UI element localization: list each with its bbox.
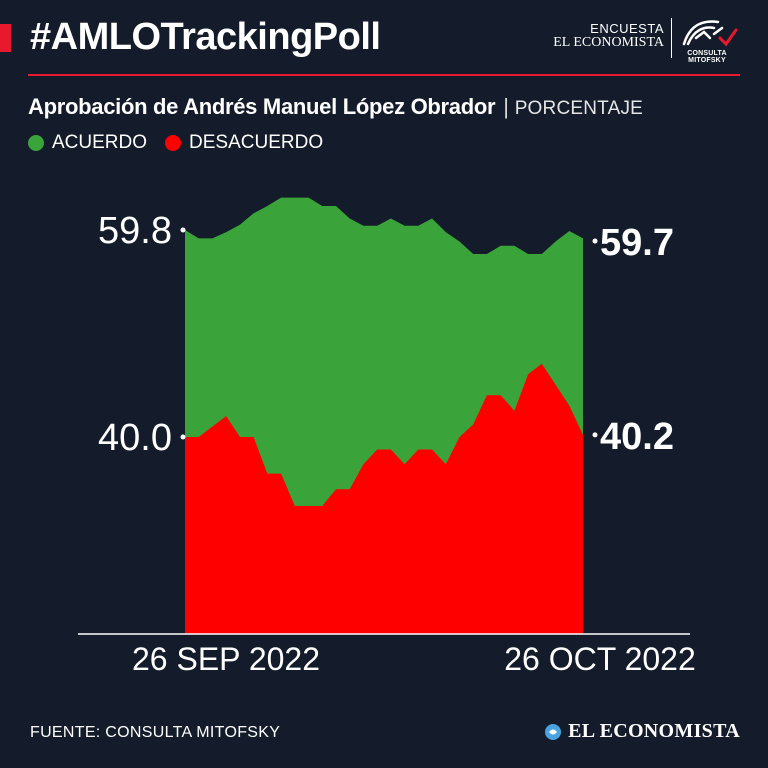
legend-dot-desacuerdo [165, 135, 182, 151]
end-label-acuerdo: 59.7 [600, 222, 674, 264]
brand-divider [671, 18, 672, 58]
brand-line1: ENCUESTA [590, 21, 664, 36]
footer-brand-name: EL ECONOMISTA [568, 720, 740, 742]
legend-label-acuerdo: ACUERDO [52, 132, 148, 153]
y-tick-label-40-0: 40.0 [98, 417, 172, 459]
legend-label-desacuerdo: DESACUERDO [189, 132, 324, 153]
x-label-start: 26 SEP 2022 [132, 641, 320, 677]
start-point-acuerdo [180, 227, 186, 233]
footer-source: FUENTE: CONSULTA MITOFSKY [30, 724, 281, 741]
y-tick-label-59-8: 59.8 [98, 210, 172, 252]
legend-item-desacuerdo: DESACUERDO [165, 132, 323, 154]
chart-unit: PORCENTAJE [514, 98, 644, 119]
header-brand: ENCUESTA EL ECONOMISTA CONSULTA MITOFSKY [540, 12, 740, 64]
x-label-end: 26 OCT 2022 [504, 641, 696, 677]
end-point-desacuerdo [592, 432, 598, 438]
accent-bar [0, 24, 11, 52]
brand-text: ENCUESTA EL ECONOMISTA [553, 22, 664, 50]
header-rule [28, 74, 740, 76]
start-point-desacuerdo [180, 434, 186, 440]
area-desacuerdo [185, 363, 583, 634]
legend-item-acuerdo: ACUERDO [28, 132, 147, 154]
legend-dot-acuerdo [28, 135, 44, 151]
end-point-acuerdo [592, 238, 598, 244]
chart-subtitle: Aprobación de Andrés Manuel López Obrado… [28, 94, 643, 120]
end-label-desacuerdo: 40.2 [600, 416, 674, 458]
chart-title: Aprobación de Andrés Manuel López Obrado… [28, 94, 496, 119]
mitofsky-label: CONSULTA MITOFSKY [687, 50, 727, 64]
consulta-mitofsky-logo-icon [682, 20, 738, 47]
title-separator: | [503, 94, 509, 119]
el-economista-logo-icon [545, 723, 562, 740]
page-title: #AMLOTrackingPoll [30, 16, 381, 58]
brand-line2: EL ECONOMISTA [553, 34, 664, 50]
footer-brand: EL ECONOMISTA [544, 720, 740, 743]
chart-legend: ACUERDO DESACUERDO [28, 132, 323, 154]
